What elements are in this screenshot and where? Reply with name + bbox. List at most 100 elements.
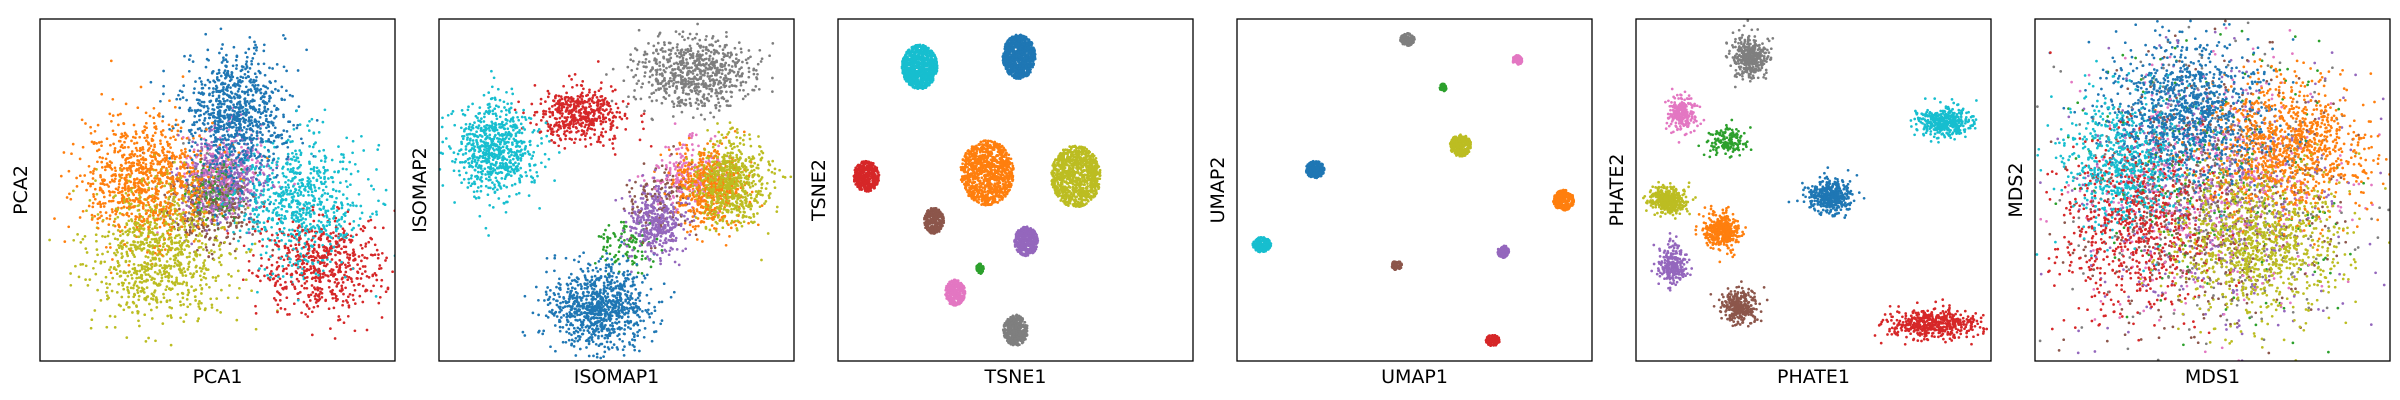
data-point xyxy=(318,280,321,283)
data-point xyxy=(313,240,317,244)
data-point xyxy=(237,187,240,191)
data-point xyxy=(162,84,165,88)
data-point xyxy=(191,229,195,233)
data-point xyxy=(346,202,350,206)
data-point xyxy=(372,284,375,288)
data-point xyxy=(194,250,198,254)
data-point xyxy=(150,207,154,211)
data-point xyxy=(213,166,217,169)
data-point xyxy=(241,278,245,282)
data-point xyxy=(373,226,377,229)
data-point xyxy=(240,210,244,214)
data-point xyxy=(196,203,200,207)
data-point xyxy=(236,296,239,300)
data-point xyxy=(78,216,82,219)
data-point xyxy=(254,327,258,331)
data-point xyxy=(195,194,199,197)
data-point xyxy=(323,168,327,172)
data-point xyxy=(119,145,123,149)
data-point xyxy=(126,286,129,289)
data-point xyxy=(236,269,240,273)
data-point xyxy=(332,274,335,278)
data-point xyxy=(171,151,174,155)
data-point xyxy=(314,301,318,304)
data-point xyxy=(199,283,202,287)
data-point xyxy=(229,100,233,104)
data-point xyxy=(234,85,237,88)
data-point xyxy=(224,190,228,194)
data-point xyxy=(212,144,216,147)
data-point xyxy=(113,326,117,329)
data-point xyxy=(127,161,131,164)
data-point xyxy=(294,159,298,162)
data-point xyxy=(215,90,218,94)
data-point xyxy=(166,191,169,194)
data-point xyxy=(196,169,200,173)
data-point xyxy=(316,260,320,264)
data-point xyxy=(196,248,199,252)
data-point xyxy=(348,253,352,257)
data-point xyxy=(142,242,146,246)
data-point xyxy=(222,71,226,75)
data-point xyxy=(143,297,147,300)
data-point xyxy=(187,141,191,145)
data-point xyxy=(260,256,263,260)
data-point xyxy=(225,93,229,97)
data-point xyxy=(249,148,252,151)
data-point xyxy=(188,106,192,110)
data-point xyxy=(309,187,313,191)
data-point xyxy=(251,193,254,197)
data-point xyxy=(103,168,107,172)
data-point xyxy=(154,177,158,180)
data-point xyxy=(308,214,312,217)
data-point xyxy=(155,306,159,309)
data-point xyxy=(197,317,200,320)
data-point xyxy=(139,164,143,167)
data-point xyxy=(204,65,208,69)
data-point xyxy=(214,191,217,194)
data-point xyxy=(340,201,343,204)
data-point xyxy=(282,258,286,262)
data-point xyxy=(127,295,130,299)
data-point xyxy=(183,155,187,159)
data-point xyxy=(298,207,302,211)
data-point xyxy=(213,80,217,84)
data-point xyxy=(129,286,133,290)
data-point xyxy=(204,191,208,195)
data-point xyxy=(94,179,97,182)
data-point xyxy=(159,180,163,184)
data-point xyxy=(290,216,294,220)
data-point xyxy=(357,255,361,258)
data-point xyxy=(212,207,215,211)
data-point xyxy=(361,253,364,257)
data-point xyxy=(259,279,262,283)
data-point xyxy=(364,245,367,248)
data-point xyxy=(189,166,192,170)
data-point xyxy=(89,131,93,135)
data-point xyxy=(181,242,184,245)
data-point xyxy=(221,170,225,173)
data-point xyxy=(371,253,375,257)
data-point xyxy=(98,186,102,190)
data-point xyxy=(276,303,280,307)
data-point xyxy=(355,204,358,208)
data-point xyxy=(331,188,335,191)
data-point xyxy=(135,304,138,307)
data-point xyxy=(283,244,287,248)
data-point xyxy=(275,243,279,247)
data-point xyxy=(162,205,165,209)
data-point xyxy=(95,239,98,243)
data-point xyxy=(238,204,241,208)
data-point xyxy=(256,83,260,87)
data-point xyxy=(337,145,340,148)
data-point xyxy=(196,214,199,218)
data-point xyxy=(232,135,236,139)
data-point xyxy=(211,111,215,115)
data-point xyxy=(115,272,119,276)
data-point xyxy=(297,105,301,108)
data-point xyxy=(251,271,254,275)
data-point xyxy=(176,123,180,127)
data-point xyxy=(214,143,218,147)
data-point xyxy=(211,159,215,163)
data-point xyxy=(332,306,336,310)
